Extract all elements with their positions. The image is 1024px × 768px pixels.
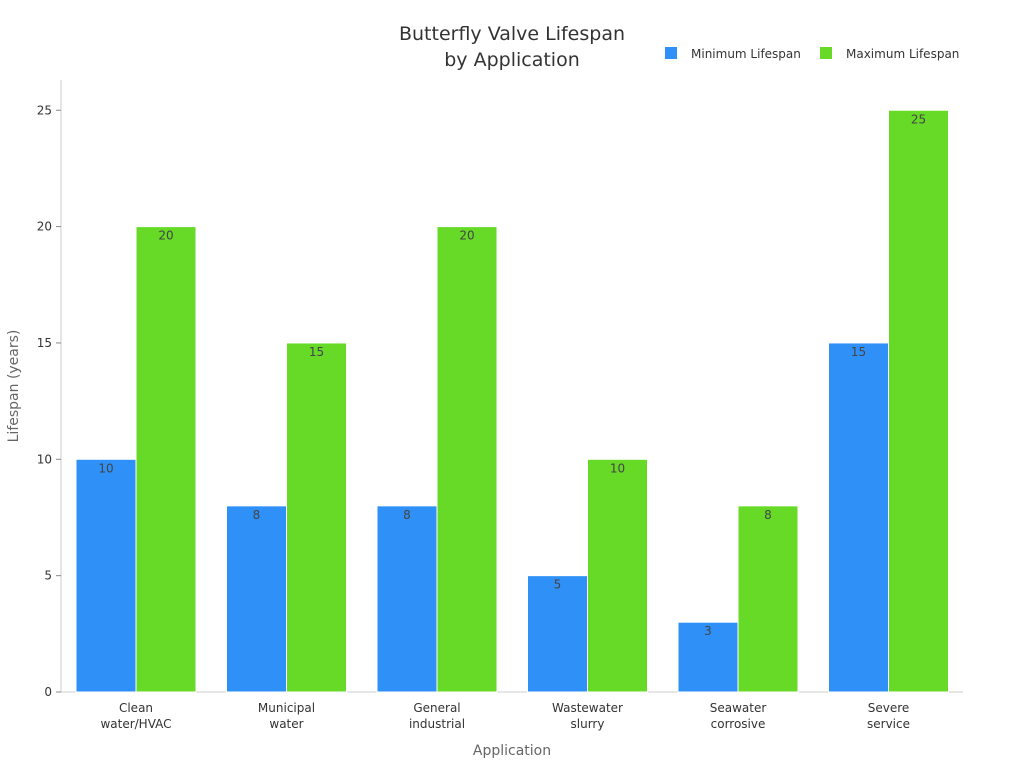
bar-maximum (587, 458, 648, 693)
x-tick-label: service (867, 717, 910, 731)
bar-value-label: 10 (610, 461, 625, 475)
x-tick-label: General (413, 701, 460, 715)
chart-title: Butterfly Valve Lifespan by Application (399, 23, 625, 71)
x-tick-label: Severe (868, 701, 910, 715)
bar-maximum (436, 226, 498, 693)
x-tick-label: industrial (409, 717, 465, 731)
y-tick-label: 5 (44, 569, 52, 583)
data-labels: 10 8 8 5 3 15 20 15 20 10 8 25 (98, 112, 926, 638)
y-tick-label: 0 (44, 685, 52, 699)
bar-minimum (75, 458, 137, 693)
axes: 0 5 10 15 20 25 Clean water/HVAC Municipal water G… (6, 80, 963, 759)
legend-swatch-maximum (820, 47, 832, 59)
chart-title-line: by Application (444, 49, 580, 71)
bar-maximum (737, 505, 799, 693)
bar-value-label: 3 (704, 624, 712, 638)
bar-minimum (527, 575, 588, 693)
legend-label: Minimum Lifespan (691, 47, 801, 61)
bar-value-label: 10 (98, 461, 113, 475)
bar-maximum (135, 226, 197, 693)
chart-title-line: Butterfly Valve Lifespan (399, 23, 625, 45)
bar-value-label: 8 (764, 508, 772, 522)
bar-value-label: 15 (309, 345, 324, 359)
legend-label: Maximum Lifespan (846, 47, 959, 61)
bar-maximum (286, 342, 347, 693)
bars (75, 109, 949, 693)
x-tick-label: Municipal (258, 701, 315, 715)
legend-swatch-minimum (665, 47, 677, 59)
bar-value-label: 25 (911, 112, 926, 126)
bar-value-label: 5 (554, 578, 562, 592)
bar-maximum (888, 109, 949, 693)
y-axis-title: Lifespan (years) (6, 330, 22, 443)
bar-value-label: 15 (851, 345, 866, 359)
legend: Minimum Lifespan Maximum Lifespan (665, 47, 959, 61)
bar-minimum (828, 342, 889, 693)
x-tick-label: Wastewater (552, 701, 623, 715)
x-tick-label: slurry (571, 717, 605, 731)
bar-value-label: 20 (459, 229, 474, 243)
y-tick-label: 15 (37, 336, 52, 350)
y-tick-label: 25 (37, 103, 52, 117)
x-tick-label: Seawater (710, 701, 767, 715)
y-tick-label: 10 (37, 452, 52, 466)
x-axis-title: Application (473, 743, 551, 759)
x-tick-label: Clean (119, 701, 153, 715)
bar-minimum (677, 621, 739, 693)
bar-value-label: 20 (158, 229, 173, 243)
bar-value-label: 8 (403, 508, 411, 522)
y-tick-label: 20 (37, 220, 52, 234)
x-tick-label: corrosive (711, 717, 766, 731)
bar-minimum (226, 505, 287, 693)
bar-value-label: 8 (253, 508, 261, 522)
bar-minimum (376, 505, 438, 693)
x-tick-label: water (269, 717, 303, 731)
x-tick-label: water/HVAC (100, 717, 171, 731)
